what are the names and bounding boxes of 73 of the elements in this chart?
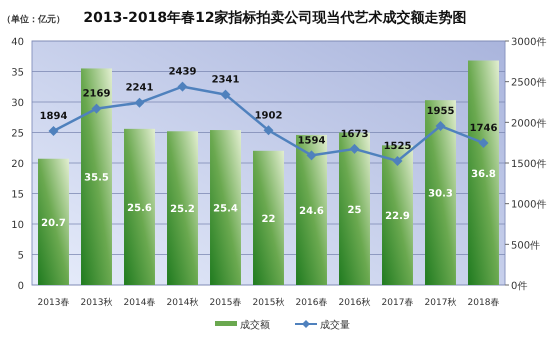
data-label: 2241 [126, 82, 154, 94]
data-label: 35.5 [84, 172, 109, 184]
point [264, 125, 274, 136]
bar [468, 60, 499, 285]
y-tick-label: 5 [18, 250, 24, 262]
x-tick-label: 2014春 [124, 297, 156, 308]
point [178, 82, 188, 92]
chart-title: 2013-2018年春12家指标拍卖公司现当代艺术成交额走势图 [83, 9, 467, 26]
y-tick-label: 20 [11, 159, 24, 170]
legend-label: 成交额 [240, 319, 270, 331]
data-label: 1894 [40, 110, 68, 122]
data-label: 1525 [384, 140, 412, 152]
legend-label: 成交量 [320, 319, 350, 331]
bar [253, 150, 284, 285]
bar [210, 130, 241, 285]
y2-tick-label: 500件 [511, 240, 540, 252]
data-label: 1673 [340, 128, 368, 140]
data-label: 1902 [254, 110, 282, 122]
x-tick-label: 2015秋 [252, 297, 284, 308]
data-label: 22 [262, 214, 276, 225]
data-label: 24.6 [299, 206, 324, 217]
point [220, 90, 230, 100]
y-tick-label: 40 [11, 37, 24, 48]
point [48, 126, 58, 136]
point [306, 150, 316, 160]
data-label: 2341 [212, 74, 240, 86]
x-tick-label: 2018春 [468, 297, 500, 308]
y-tick-label: 35 [11, 68, 24, 78]
point [436, 120, 446, 131]
bar [167, 131, 198, 285]
point [134, 98, 144, 108]
y-tick-label: 15 [11, 190, 24, 200]
y-tick-label: 30 [11, 98, 24, 109]
bar [296, 134, 327, 285]
bar [425, 100, 456, 285]
y2-tick-label: 0件 [511, 281, 528, 292]
data-label: 2169 [82, 88, 110, 100]
point [478, 138, 488, 148]
x-tick-label: 2015春 [210, 297, 242, 308]
y2-tick-label: 1000件 [511, 200, 546, 211]
y-tick-label: 10 [11, 220, 24, 231]
data-label: 22.9 [385, 211, 410, 222]
y2-tick-label: 1500件 [511, 159, 546, 170]
y2-tick-label: 2500件 [511, 78, 546, 89]
data-label: 25.2 [170, 204, 195, 216]
data-label: 2439 [168, 66, 196, 78]
x-tick-label: 2017春 [382, 297, 414, 308]
data-label: 36.8 [471, 168, 496, 180]
bar [81, 68, 112, 285]
data-label: 20.7 [41, 218, 66, 229]
data-label: 1594 [298, 135, 326, 146]
point [350, 144, 360, 154]
y2-tick-label: 3000件 [511, 37, 546, 48]
x-tick-label: 2016秋 [338, 297, 370, 308]
point [392, 156, 402, 166]
bar [38, 158, 69, 285]
x-tick-label: 2017秋 [424, 297, 456, 308]
data-label: 25.4 [213, 204, 238, 215]
x-tick-label: 2013秋 [80, 297, 112, 308]
y2-tick-label: 2000件 [511, 118, 546, 130]
data-label: 25 [348, 204, 362, 216]
x-tick-label: 2013春 [38, 297, 70, 308]
y-tick-label: 0 [18, 281, 24, 292]
data-label: 1746 [470, 122, 498, 134]
y-tick-label: 25 [11, 128, 24, 140]
data-label: 1955 [426, 106, 454, 117]
point [92, 104, 102, 114]
x-tick-label: 2016春 [296, 297, 328, 308]
y-axis-title: （单位：亿元） [2, 14, 65, 25]
data-label: 25.6 [127, 202, 152, 214]
x-tick-label: 2014秋 [166, 297, 198, 308]
bar [124, 128, 155, 285]
data-label: 30.3 [428, 188, 453, 200]
